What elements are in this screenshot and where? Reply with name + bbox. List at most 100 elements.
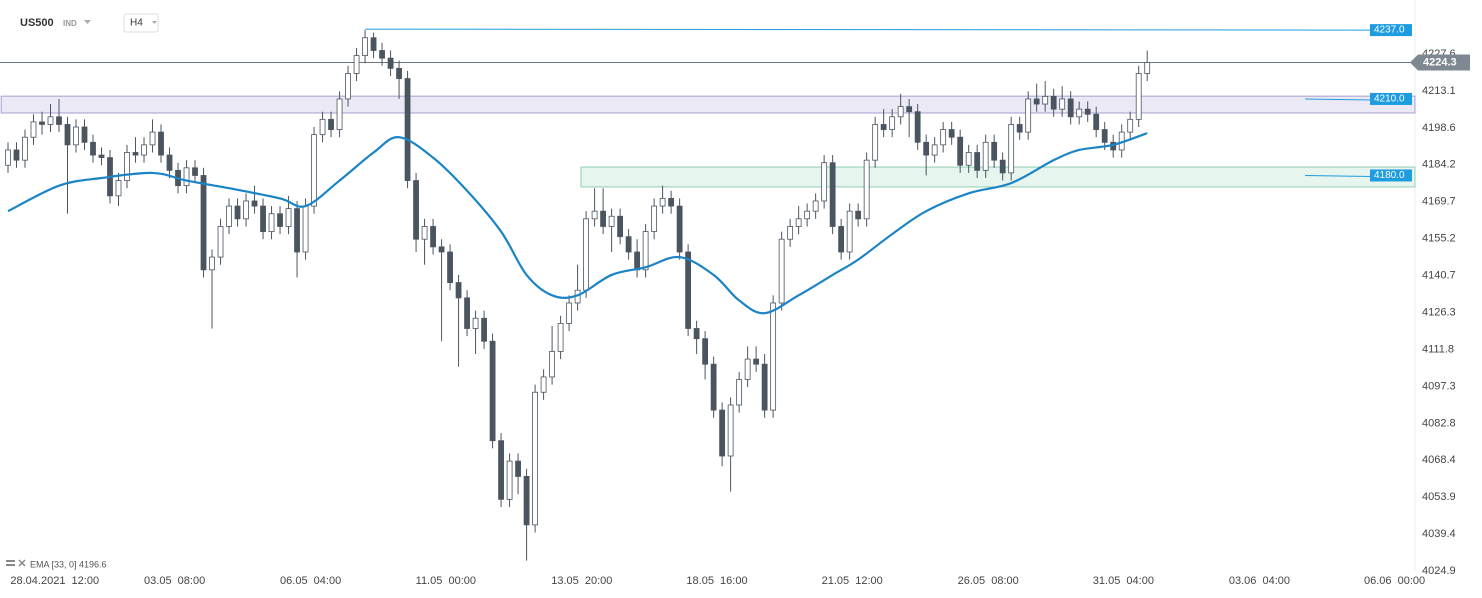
candle-body [498, 440, 504, 500]
candle-body [591, 210, 598, 220]
candle-body [1135, 73, 1142, 120]
candle-body [812, 200, 819, 212]
candle-body [957, 136, 964, 166]
interval-box[interactable] [123, 13, 159, 33]
level-label: 4237.0 [1374, 25, 1405, 36]
x-tick-label: 18.05 16:00 [686, 575, 747, 587]
candle-body [634, 251, 641, 271]
candle-body [1059, 98, 1066, 110]
candle-body [22, 136, 28, 161]
candle-body [1076, 108, 1083, 118]
candle-body [260, 205, 266, 232]
candle-body [277, 213, 283, 227]
dropdown-arrow[interactable] [84, 20, 91, 24]
ema-line [7, 132, 1148, 315]
candle-body [753, 358, 760, 365]
y-tick-label: 4140.7 [1422, 270, 1456, 282]
candle-body [81, 126, 88, 143]
candle-body [294, 208, 300, 253]
x-tick-label: 03.06 04:00 [1229, 575, 1290, 587]
symbol[interactable]: US500 [20, 17, 54, 29]
candle-body [1008, 124, 1015, 174]
last-price-label: 4224.3 [1423, 56, 1457, 68]
plot-area [0, 0, 1416, 570]
candle-body [251, 200, 258, 207]
candle-body [200, 175, 207, 271]
candle-body [557, 322, 564, 352]
zone-label-box [1370, 169, 1412, 182]
candle-body [515, 460, 521, 477]
candle-body [676, 205, 683, 253]
candle-body [1084, 108, 1091, 115]
candle-body [1016, 124, 1023, 133]
y-tick-label: 4198.6 [1422, 122, 1456, 134]
candle-body [863, 159, 870, 220]
candle-body [617, 215, 624, 238]
last-price-box [1410, 54, 1470, 71]
candle-body [659, 198, 666, 207]
candle-body [1025, 98, 1032, 133]
x-tick-label: 26.05 08:00 [958, 575, 1019, 587]
dropdown-arrow [152, 21, 157, 24]
candle-body [362, 37, 368, 56]
candle-body [1050, 96, 1057, 110]
zone-label: 4180.0 [1374, 170, 1405, 181]
candle-body [353, 55, 360, 74]
x-tick-label: 06.05 04:00 [280, 575, 341, 587]
candle-body [64, 124, 71, 146]
zone [580, 166, 1416, 188]
candle-body [506, 460, 513, 500]
level-line [365, 28, 1373, 31]
y-tick-label: 4097.3 [1422, 380, 1456, 392]
candle-body [430, 226, 436, 248]
y-tick-label: 4024.9 [1422, 565, 1456, 577]
candle-body [183, 167, 190, 187]
zone-label-connector [1304, 174, 1373, 177]
candle-body [481, 317, 487, 342]
candle-body [166, 154, 173, 171]
x-tick-label: 06.06 00:00 [1364, 575, 1425, 587]
candle-body [855, 210, 862, 220]
candle-body [787, 226, 794, 240]
candle-body [39, 121, 45, 125]
candle-body [736, 379, 743, 406]
candle-body [549, 351, 555, 378]
candle-body [651, 205, 658, 232]
candle-body [447, 251, 453, 283]
x-tick-label: 03.05 08:00 [144, 575, 205, 587]
candle-body [838, 226, 845, 253]
candle-body [948, 129, 955, 138]
zone-label-box [1370, 92, 1412, 105]
candle-body [897, 106, 904, 118]
candle-body [821, 162, 828, 202]
zone-label: 4210.0 [1374, 94, 1405, 105]
candle-body [149, 131, 156, 146]
candle-body [328, 118, 334, 130]
candle-body [336, 98, 343, 130]
candle-body [940, 129, 947, 146]
candle-body [345, 73, 351, 100]
y-tick-label: 4082.8 [1422, 417, 1456, 429]
candle-body [566, 302, 572, 324]
candle-body [778, 238, 785, 304]
x-tick-label: 13.05 20:00 [551, 575, 612, 587]
candle-body [685, 251, 692, 329]
interval[interactable]: H4 [130, 18, 143, 29]
candle-body [974, 152, 981, 171]
candle-body [702, 338, 709, 365]
candle-body [396, 67, 402, 79]
candle-body [719, 409, 726, 457]
candle-body [770, 302, 777, 411]
candle-body [727, 404, 734, 457]
candle-body [532, 391, 538, 526]
candle-body [668, 198, 675, 207]
legend-icons[interactable] [6, 559, 26, 567]
candle-body [923, 141, 930, 156]
candle-body [124, 152, 130, 181]
candle-body [90, 141, 96, 156]
y-tick-label: 4184.2 [1422, 159, 1456, 171]
candle-body [1033, 98, 1040, 105]
candle-body [132, 152, 139, 156]
candle-body [413, 180, 419, 240]
